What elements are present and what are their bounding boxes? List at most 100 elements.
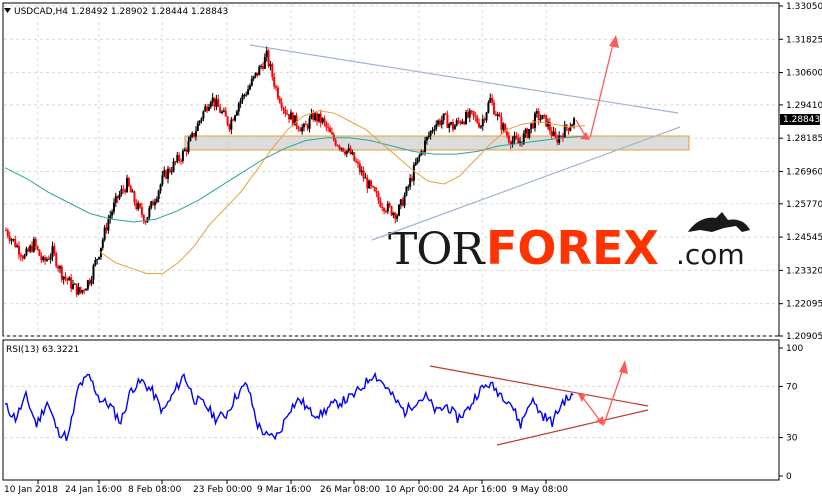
candle-body <box>349 148 352 155</box>
candle-body <box>373 187 376 192</box>
candle-body <box>207 106 210 111</box>
candle-body <box>524 128 527 134</box>
candle-body <box>489 97 492 103</box>
price-tick-label: 1.29410 <box>786 101 822 111</box>
candle-body <box>535 111 538 114</box>
candle-body <box>12 239 15 241</box>
candle-body <box>420 151 423 156</box>
candle-body <box>217 99 220 108</box>
candle-body <box>310 113 313 119</box>
candle-body <box>122 189 125 191</box>
candle-body <box>178 154 181 161</box>
candle-body <box>62 276 65 280</box>
candle-body <box>129 186 132 193</box>
candle-body <box>120 189 123 195</box>
candle-body <box>131 191 134 193</box>
candle-body <box>509 142 512 145</box>
candle-body <box>111 211 114 216</box>
candle-body <box>49 256 52 260</box>
candle-body <box>412 165 415 181</box>
rsi-tick-label: 70 <box>786 382 798 392</box>
candle-body <box>494 114 497 116</box>
candle-body <box>191 133 194 137</box>
candle-body <box>377 193 380 201</box>
candle-body <box>533 113 536 129</box>
rsi-arrow-head-down <box>596 416 604 426</box>
candle-body <box>27 248 30 252</box>
rsi-grid <box>4 385 778 439</box>
candle-body <box>250 78 253 86</box>
candle-body <box>453 125 456 130</box>
candle-body <box>36 246 39 250</box>
candle-body <box>416 157 419 163</box>
candle-body <box>23 255 26 259</box>
price-axis: 1.33050 1.31825 1.30600 1.29410 1.28185 1.269… <box>779 2 822 342</box>
candle-body <box>286 113 289 115</box>
candle-body <box>88 280 91 284</box>
candle-body <box>146 217 149 223</box>
candle-body <box>301 127 304 132</box>
candle-body <box>526 128 529 138</box>
candle-body <box>75 283 78 295</box>
candle-body <box>539 119 542 121</box>
candle-body <box>561 135 564 138</box>
candle-body <box>481 119 484 127</box>
candle-body <box>198 120 201 124</box>
candle-body <box>424 140 427 152</box>
candle-body <box>94 260 97 266</box>
candle-body <box>139 203 142 208</box>
candle-body <box>32 239 35 252</box>
candle-body <box>34 239 37 247</box>
candle-body <box>275 86 278 88</box>
candle-body <box>71 284 74 289</box>
candle-body <box>567 128 570 131</box>
candle-body <box>19 254 22 257</box>
watermark-com: .com <box>676 238 745 271</box>
candle-body <box>194 130 197 137</box>
candle-body <box>161 175 164 185</box>
candle-body <box>327 127 330 129</box>
candle-body <box>431 130 434 132</box>
candle-body <box>492 102 495 115</box>
candle-body <box>92 265 95 280</box>
candle-body <box>159 184 162 191</box>
price-tick-label: 1.25770 <box>786 200 822 210</box>
time-tick-label: 26 Mar 08:00 <box>320 485 380 495</box>
watermark: TOR FOREX .com <box>388 212 750 275</box>
candle-body <box>221 111 224 113</box>
candle-body <box>271 64 274 77</box>
candle-body <box>451 122 454 130</box>
triangle-down-icon[interactable] <box>4 8 11 13</box>
candle-body <box>530 123 533 129</box>
candle-body <box>370 180 373 186</box>
price-tick-label: 1.31825 <box>786 35 822 45</box>
candle-body <box>411 178 414 181</box>
candle-body <box>135 202 138 209</box>
candle-body <box>137 203 140 209</box>
time-axis: 10 Jan 2018 24 Jan 16:00 8 Feb 08:00 23 Feb… <box>4 480 568 495</box>
candle-body <box>127 177 130 187</box>
rsi-arrow-down-leg <box>582 397 602 423</box>
candle-body <box>185 149 188 152</box>
candle-body <box>396 215 399 219</box>
arrow-head-down <box>580 132 590 140</box>
candle-body <box>269 64 272 67</box>
candle-body <box>479 126 482 128</box>
candle-body <box>14 239 17 247</box>
upper-trendline <box>249 44 679 114</box>
candle-body <box>174 161 177 163</box>
candle-body <box>176 154 179 162</box>
candle-body <box>295 115 298 127</box>
candle-body <box>362 170 365 179</box>
candle-body <box>77 286 80 295</box>
candle-body <box>302 124 305 128</box>
candle-body <box>440 120 443 125</box>
candle-body <box>548 121 551 131</box>
candle-body <box>407 186 410 188</box>
candle-body <box>228 124 231 130</box>
candle-body <box>485 112 488 121</box>
candle-body <box>4 230 7 232</box>
candle-body <box>355 160 358 163</box>
candle-body <box>103 227 106 240</box>
candle-body <box>425 137 428 141</box>
